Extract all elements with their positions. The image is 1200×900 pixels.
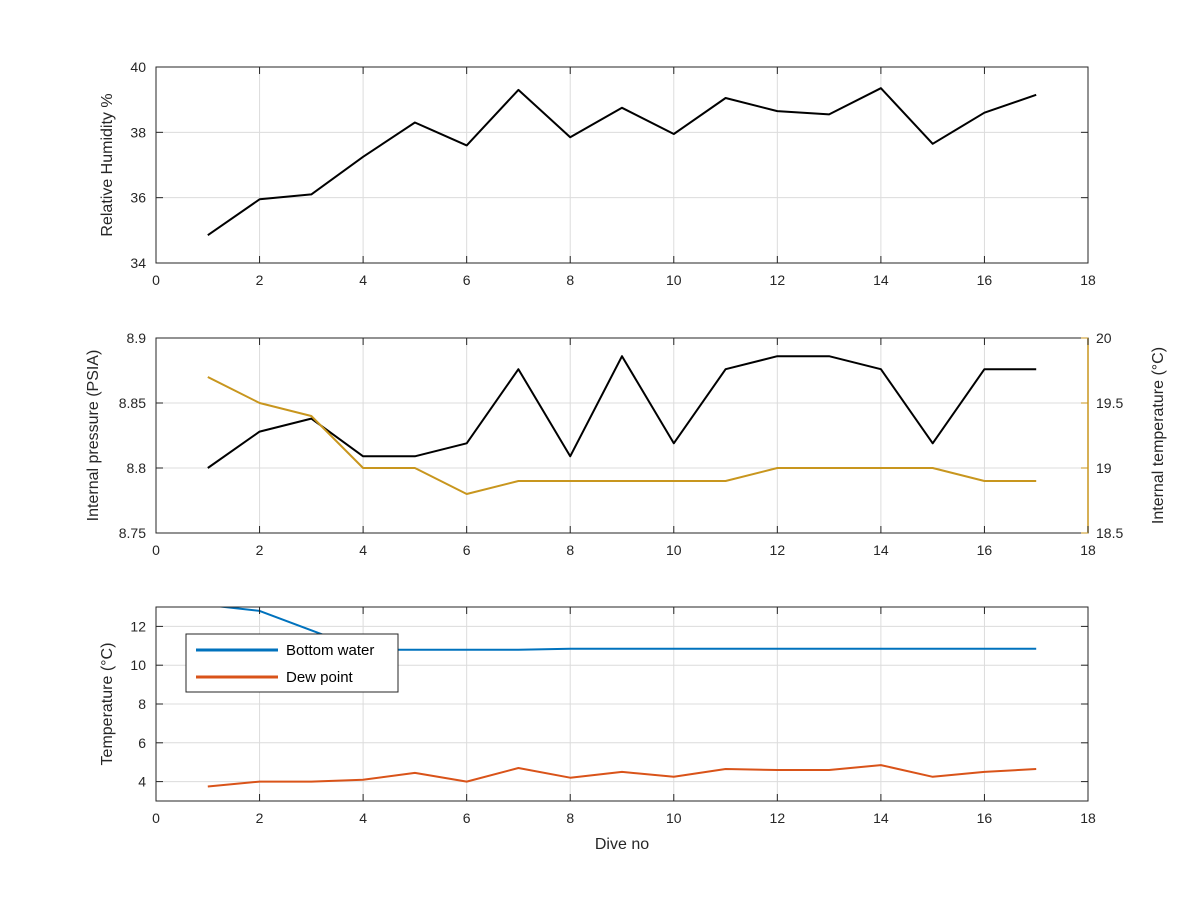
humidity-x-tick-label: 6: [463, 272, 471, 288]
temperature-ticks: 0 2 4 6 8 10 12 14 16 18 4 6 8 10 12: [130, 607, 1096, 826]
temperature-y-axis-label: Temperature (°C): [99, 643, 116, 766]
legend-box: [185, 633, 399, 693]
humidity-y-tick-label: 40: [130, 59, 146, 75]
right-y-tick-label: 19: [1096, 460, 1112, 476]
humidity-x-tick-label: 4: [359, 272, 367, 288]
pressure-grid: [155, 337, 1089, 534]
pressure-x-tick-label: 6: [463, 542, 471, 558]
temperature-y-tick-label: 8: [138, 696, 146, 712]
temperature-y-tick-label: 10: [130, 657, 146, 673]
temperature-x-tick-label: 10: [666, 810, 682, 826]
pressure-x-tick-label: 2: [256, 542, 264, 558]
dive-no-x-axis-label: Dive no: [595, 836, 649, 853]
humidity-y-axis-label: Relative Humidity %: [99, 93, 116, 236]
pressure-x-tick-label: 12: [770, 542, 786, 558]
temperature-x-tick-label: 14: [873, 810, 889, 826]
humidity-x-tick-label: 14: [873, 272, 889, 288]
right-y-tick-label: 18.5: [1096, 525, 1123, 541]
dew-point-line: [207, 764, 1037, 788]
right-y-tick-label: 19.5: [1096, 395, 1123, 411]
humidity-axes-box: [155, 66, 1089, 264]
pressure-x-tick-label: 14: [873, 542, 889, 558]
temperature-x-tick-label: 2: [256, 810, 264, 826]
humidity-x-tick-label: 0: [152, 272, 160, 288]
temperature-series: [207, 607, 1037, 788]
internal-temperature-y-axis-label: Internal temperature (°C): [1150, 347, 1167, 524]
temperature-x-tick-label: 4: [359, 810, 367, 826]
pressure-ticks: 0 2 4 6 8 10 12 14 16 18 8.75 8.8 8.85 8.9 18.5 19 19.5 2…: [119, 330, 1124, 558]
pressure-y-tick-label: 8.85: [119, 395, 146, 411]
humidity-x-tick-label: 8: [566, 272, 574, 288]
pressure-x-tick-label: 0: [152, 542, 160, 558]
humidity-ticks: 0 2 4 6 8 10 12 14 16 18 34 36 38 40: [130, 59, 1096, 288]
legend-label-bottom-water: Bottom water: [286, 642, 374, 659]
humidity-x-tick-label: 2: [256, 272, 264, 288]
pressure-series: [207, 355, 1037, 495]
right-y-tick-label: 20: [1096, 330, 1112, 346]
pressure-x-tick-label: 8: [566, 542, 574, 558]
humidity-x-tick-label: 18: [1080, 272, 1096, 288]
pressure-x-tick-label: 16: [977, 542, 993, 558]
humidity-series-0-line: [207, 87, 1037, 237]
pressure-series-0-line: [207, 355, 1037, 469]
temperature-y-tick-label: 12: [130, 618, 146, 634]
humidity-chart: 0 2 4 6 8 10 12 14 16 18 34 36 38 40 Relative Humidit…: [99, 59, 1096, 288]
humidity-y-tick-label: 36: [130, 190, 146, 206]
pressure-y-axis-label: Internal pressure (PSIA): [85, 350, 102, 522]
pressure-x-tick-label: 10: [666, 542, 682, 558]
pressure-series-1-line: [207, 376, 1037, 495]
humidity-x-tick-label: 12: [770, 272, 786, 288]
humidity-x-tick-label: 10: [666, 272, 682, 288]
temperature-x-tick-label: 8: [566, 810, 574, 826]
pressure-x-tick-label: 18: [1080, 542, 1096, 558]
temperature-x-tick-label: 6: [463, 810, 471, 826]
temperature-x-tick-label: 12: [770, 810, 786, 826]
temperature-y-tick-label: 4: [138, 774, 146, 790]
temperature-x-tick-label: 18: [1080, 810, 1096, 826]
pressure-y-tick-label: 8.75: [119, 525, 146, 541]
temperature-y-tick-label: 6: [138, 735, 146, 751]
pressure-temperature-chart: 0 2 4 6 8 10 12 14 16 18 8.75 8.8 8.85 8.9 18.5 19 19.5 2…: [85, 330, 1167, 558]
humidity-grid: [155, 66, 1089, 264]
humidity-y-tick-label: 34: [130, 255, 146, 271]
pressure-y-tick-label: 8.9: [127, 330, 147, 346]
humidity-x-tick-label: 16: [977, 272, 993, 288]
temperature-x-tick-label: 0: [152, 810, 160, 826]
pressure-x-tick-label: 4: [359, 542, 367, 558]
pressure-y-tick-label: 8.8: [127, 460, 147, 476]
pressure-axes-box: [155, 337, 1089, 534]
humidity-y-tick-label: 38: [130, 124, 146, 140]
legend-label-dew-point: Dew point: [286, 669, 354, 686]
temperature-x-tick-label: 16: [977, 810, 993, 826]
humidity-series: [207, 87, 1037, 237]
legend: Bottom water Dew point: [185, 633, 399, 693]
